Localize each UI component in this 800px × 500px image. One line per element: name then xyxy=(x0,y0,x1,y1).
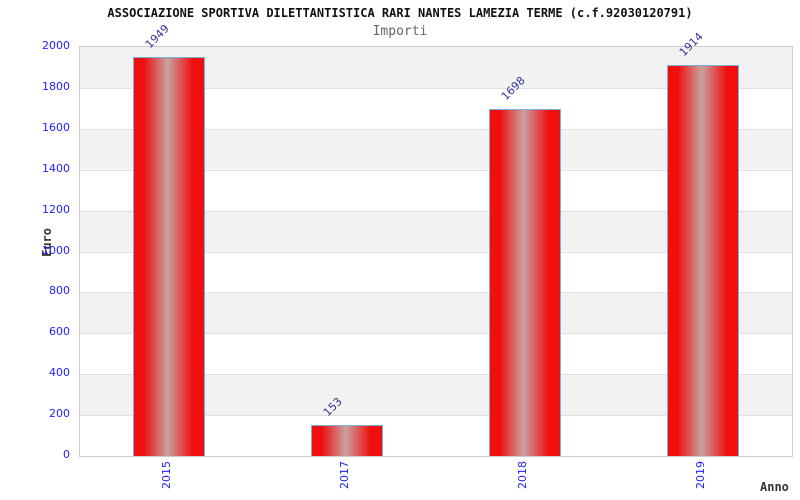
y-tick-label: 800 xyxy=(49,284,70,298)
y-tick-label: 1200 xyxy=(42,202,70,216)
gridline xyxy=(80,210,792,212)
gridline xyxy=(80,415,792,417)
y-tick-label: 400 xyxy=(49,366,70,380)
gridline xyxy=(80,251,792,253)
y-tick-label: 1600 xyxy=(42,120,70,134)
y-tick-label: 600 xyxy=(49,325,70,339)
plot-area: 1949 153 1698 1914 xyxy=(79,22,793,457)
bar-2017 xyxy=(311,424,383,456)
y-tick-label: 1800 xyxy=(42,79,70,93)
gridline xyxy=(80,374,792,376)
x-tick-label: 2017 xyxy=(338,461,351,489)
bar-2019 xyxy=(667,64,739,456)
gridline xyxy=(80,169,792,171)
x-tick-label: 2019 xyxy=(694,461,707,489)
x-axis-title: Anno xyxy=(760,480,789,494)
y-tick-label: 2000 xyxy=(42,39,70,52)
gridline xyxy=(80,87,792,89)
chart-subtitle: Importi xyxy=(372,24,428,39)
y-tick-label: 200 xyxy=(49,407,70,421)
y-tick-label: 0 xyxy=(63,448,70,461)
gridline xyxy=(80,333,792,335)
bar-2018 xyxy=(489,108,561,456)
x-tick-label: 2015 xyxy=(160,461,173,489)
x-tick-label: 2018 xyxy=(516,461,529,489)
gridline xyxy=(80,292,792,294)
bar-2015 xyxy=(133,57,205,456)
chart-title: ASSOCIAZIONE SPORTIVA DILETTANTISTICA RA… xyxy=(107,6,693,20)
gridline xyxy=(80,128,792,130)
y-tick-label: 1400 xyxy=(42,161,70,175)
y-tick-label: 1000 xyxy=(42,243,70,257)
